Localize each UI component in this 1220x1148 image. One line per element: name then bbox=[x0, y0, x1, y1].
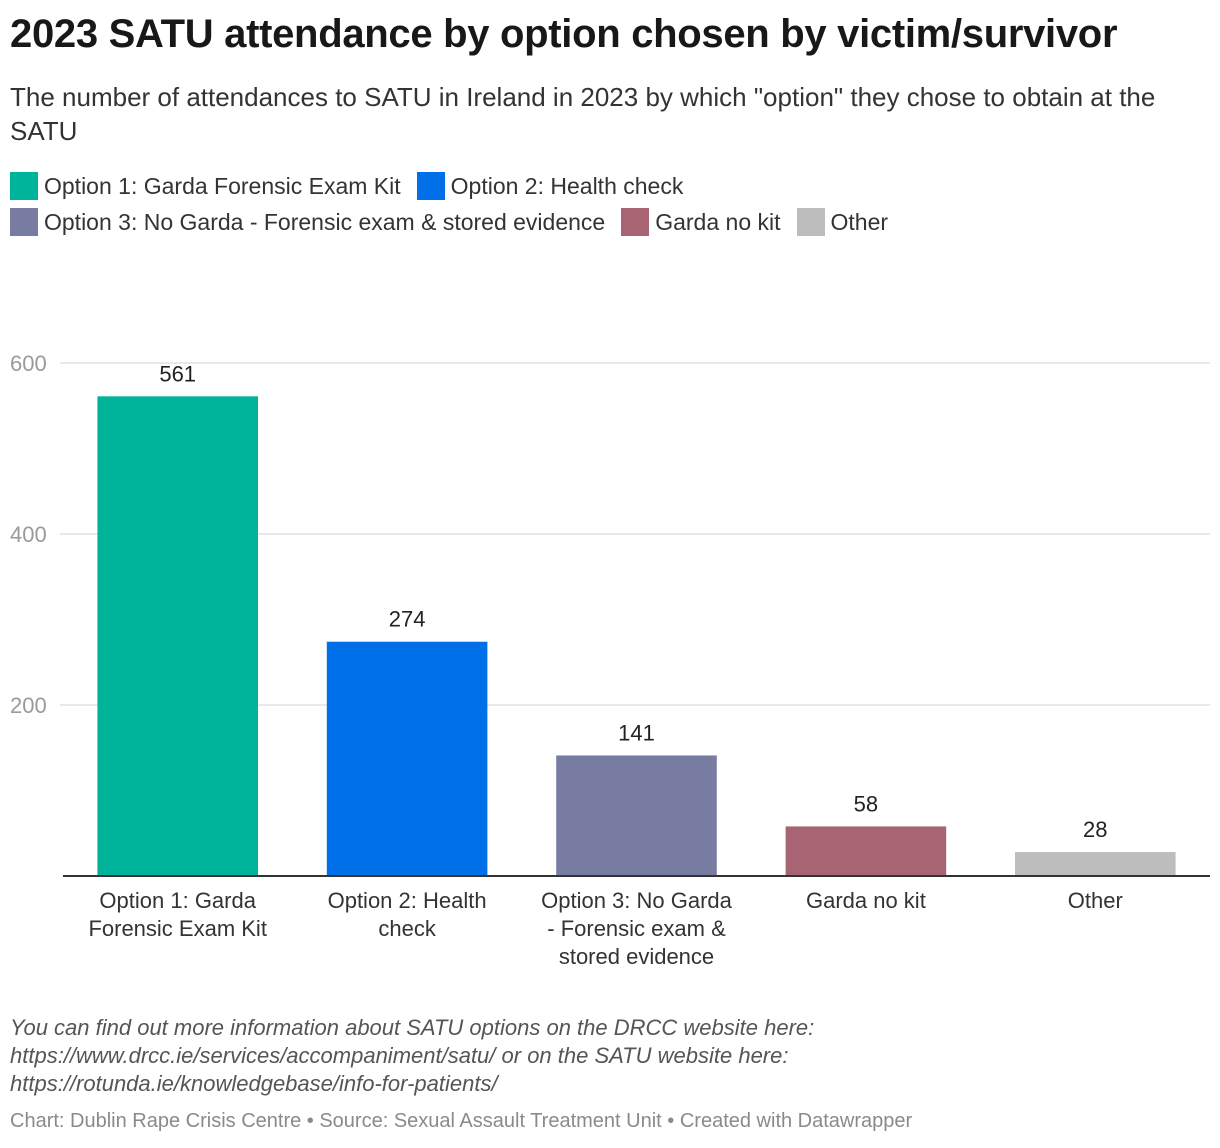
data-label: 28 bbox=[1083, 817, 1107, 842]
legend-label: Option 3: No Garda - Forensic exam & sto… bbox=[44, 209, 606, 235]
x-tick-label: Option 3: No Garda bbox=[541, 888, 733, 913]
x-tick-label: stored evidence bbox=[559, 944, 714, 969]
legend-item: Option 1: Garda Forensic Exam Kit bbox=[10, 168, 401, 204]
legend-item: Option 2: Health check bbox=[416, 168, 684, 204]
bar bbox=[97, 396, 258, 876]
data-label: 141 bbox=[618, 720, 655, 745]
x-tick-label: Other bbox=[1068, 888, 1123, 913]
x-tick-label: Option 1: Garda bbox=[99, 888, 256, 913]
x-tick-label: Forensic Exam Kit bbox=[88, 916, 267, 941]
notes: You can find out more information about … bbox=[10, 1014, 1210, 1098]
data-label: 58 bbox=[854, 791, 878, 816]
x-tick-label: Option 2: Health bbox=[328, 888, 487, 913]
legend-swatch bbox=[796, 208, 825, 236]
note-line: You can find out more information about … bbox=[10, 1015, 815, 1040]
note-line[interactable]: https://www.drcc.ie/services/accompanime… bbox=[10, 1043, 789, 1068]
chart-title: 2023 SATU attendance by option chosen by… bbox=[10, 12, 1118, 56]
legend-item: Other bbox=[796, 204, 889, 240]
legend: Option 1: Garda Forensic Exam Kit Option … bbox=[10, 168, 1200, 240]
legend-swatch bbox=[10, 172, 38, 200]
legend-swatch bbox=[621, 208, 650, 236]
footer-credits: Chart: Dublin Rape Crisis Centre • Sourc… bbox=[10, 1110, 913, 1132]
y-tick-label: 400 bbox=[10, 522, 47, 547]
x-tick-label: Garda no kit bbox=[806, 888, 926, 913]
legend-label: Garda no kit bbox=[655, 209, 781, 235]
bar bbox=[785, 826, 947, 876]
note-line[interactable]: https://rotunda.ie/knowledgebase/info-fo… bbox=[10, 1071, 498, 1096]
bar bbox=[556, 755, 717, 876]
y-tick-label: 600 bbox=[10, 351, 47, 376]
bar bbox=[1015, 852, 1176, 876]
legend-item: Garda no kit bbox=[621, 204, 781, 240]
data-label: 561 bbox=[159, 361, 196, 386]
x-tick-label: - Forensic exam & bbox=[547, 916, 726, 941]
bar-chart: 200 400 600 561 Option 1: Garda Forensic Exam… bbox=[10, 351, 1210, 969]
bar bbox=[326, 641, 488, 876]
legend-swatch bbox=[10, 208, 38, 236]
chart-subtitle: The number of attendances to SATU in Ire… bbox=[10, 82, 1156, 146]
data-label: 274 bbox=[389, 607, 426, 632]
y-tick-label: 200 bbox=[10, 693, 47, 718]
x-tick-label: check bbox=[378, 916, 436, 941]
legend-item: Option 3: No Garda - Forensic exam & sto… bbox=[10, 204, 605, 240]
legend-swatch bbox=[416, 172, 445, 200]
legend-label: Option 1: Garda Forensic Exam Kit bbox=[44, 173, 401, 199]
legend-label: Option 2: Health check bbox=[450, 173, 684, 199]
legend-label: Other bbox=[830, 209, 889, 235]
